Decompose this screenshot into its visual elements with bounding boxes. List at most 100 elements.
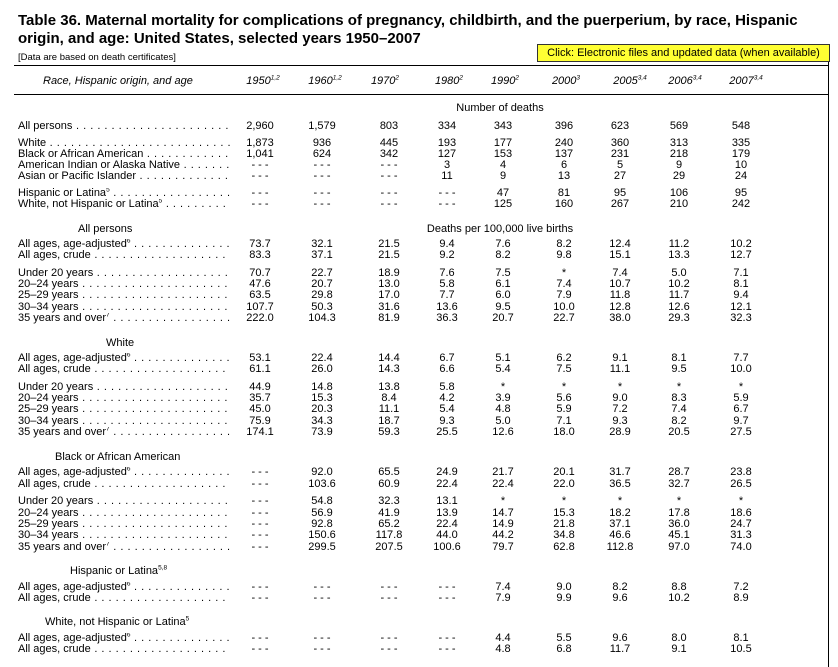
table-cell: 3 <box>443 159 451 171</box>
table-cell: 22.4 <box>436 518 458 530</box>
table-cell: 81 <box>557 187 571 199</box>
table-cell: * <box>561 267 567 279</box>
table-cell: 13.0 <box>378 278 400 290</box>
table-cell: 20.7 <box>492 312 514 324</box>
table-cell: 548 <box>731 120 751 132</box>
table-cell: 23.8 <box>730 466 752 478</box>
table-cell: 445 <box>379 137 399 149</box>
table-cell: * <box>738 495 744 507</box>
table-cell: 7.9 <box>495 592 511 604</box>
table-cell: 10.0 <box>553 301 575 313</box>
table-cell: 11.8 <box>609 289 631 301</box>
table-cell: 9.8 <box>556 249 572 261</box>
table-cell: 81.9 <box>378 312 400 324</box>
table-cell: 342 <box>379 148 399 160</box>
table-cell: 17.0 <box>378 289 400 301</box>
table-cell: 54.8 <box>311 495 333 507</box>
table-cell: 9.4 <box>733 289 749 301</box>
table-cell: 97.0 <box>668 541 690 553</box>
table-cell: * <box>676 495 682 507</box>
table-cell: 10.7 <box>609 278 631 290</box>
table-cell: 4 <box>499 159 507 171</box>
table-cell: 9.7 <box>733 415 749 427</box>
row-label: All ages, age-adjusted6 <box>18 582 230 593</box>
table-row: 20–24 years 47.6 20.7 13.0 5.8 6.1 7.4 10.7 10.2… <box>0 279 838 290</box>
table-cell: 47.6 <box>249 278 271 290</box>
table-cell: 267 <box>610 198 630 210</box>
group-white: White <box>106 337 135 349</box>
table-row: White, not Hispanic or Latina5 - - - - - -… <box>0 199 838 210</box>
row-label: 35 years and over7 <box>18 427 230 438</box>
table-cell: 20.3 <box>311 403 333 415</box>
table-cell: 12.4 <box>609 238 631 250</box>
table-cell: * <box>500 381 506 393</box>
table-cell: 37.1 <box>609 518 631 530</box>
table-cell: 11.1 <box>378 403 400 415</box>
table-cell: 9.1 <box>671 643 687 655</box>
table-cell: 44.2 <box>492 529 514 541</box>
table-cell: 15.3 <box>553 507 575 519</box>
table-cell: - - - <box>251 518 269 530</box>
table-cell: 624 <box>312 148 332 160</box>
table-cell: 45.0 <box>249 403 271 415</box>
table-cell: 22.7 <box>553 312 575 324</box>
table-cell: 22.4 <box>311 352 333 364</box>
table-cell: 104.3 <box>308 312 336 324</box>
table-cell: 9.9 <box>556 592 572 604</box>
row-label: All ages, age-adjusted6 <box>18 633 230 644</box>
table-row: Under 20 years - - - 54.8 32.3 13.1 * * * * * <box>0 496 838 507</box>
table-cell: - - - <box>251 495 269 507</box>
table-cell: 37.1 <box>311 249 333 261</box>
table-cell: 9.6 <box>612 632 628 644</box>
table-cell: 34.8 <box>553 529 575 541</box>
table-cell: - - - <box>251 187 269 199</box>
table-cell: 36.3 <box>436 312 458 324</box>
table-cell: 22.0 <box>553 478 575 490</box>
table-row: All ages, crude - - - 103.6 60.9 22.4 22.4 22.… <box>0 479 838 490</box>
table-cell: 36.0 <box>668 518 690 530</box>
table-row: 25–29 years - - - 92.8 65.2 22.4 14.9 21.8 37.1… <box>0 519 838 530</box>
table-cell: 44.9 <box>249 381 271 393</box>
col-header-1960: 19601,2 <box>308 74 342 87</box>
table-cell: - - - <box>380 159 398 171</box>
table-cell: 193 <box>437 137 457 149</box>
table-cell: 13.8 <box>378 381 400 393</box>
table-cell: 7.5 <box>556 363 572 375</box>
table-cell: 335 <box>731 137 751 149</box>
table-cell: 222.0 <box>246 312 274 324</box>
row-label: All ages, crude <box>18 593 230 604</box>
col-header-2000: 20003 <box>551 74 581 87</box>
electronic-files-link[interactable]: Click: Electronic files and updated data… <box>537 44 830 62</box>
top-rule <box>14 65 828 66</box>
table-cell: 106 <box>669 187 689 199</box>
table-cell: 13 <box>557 170 571 182</box>
col-header-1970: 19702 <box>370 74 400 87</box>
table-cell: 44.0 <box>436 529 458 541</box>
table-cell: 13.9 <box>436 507 458 519</box>
table-cell: 26.0 <box>311 363 333 375</box>
table-note: [Data are based on death certificates] <box>18 52 176 63</box>
table-cell: 27.5 <box>730 426 752 438</box>
table-cell: - - - <box>251 478 269 490</box>
table-cell: 24.9 <box>436 466 458 478</box>
table-cell: 10.2 <box>668 592 690 604</box>
table-cell: 95 <box>613 187 627 199</box>
table-row: All ages, age-adjusted6 73.7 32.1 21.5 9.4 7.… <box>0 239 838 250</box>
table-cell: 14.4 <box>378 352 400 364</box>
table-cell: 4.8 <box>495 643 511 655</box>
row-label: All ages, age-adjusted6 <box>18 239 230 250</box>
table-cell: - - - <box>251 529 269 541</box>
row-label: All ages, crude <box>18 644 230 655</box>
table-cell: - - - <box>380 592 398 604</box>
table-cell: 74.0 <box>730 541 752 553</box>
table-cell: 45.1 <box>668 529 690 541</box>
table-cell: 59.3 <box>378 426 400 438</box>
table-cell: 334 <box>437 120 457 132</box>
table-cell: 7.1 <box>733 267 749 279</box>
table-row: 30–34 years 75.9 34.3 18.7 9.3 5.0 7.1 9.3 8.2 9.… <box>0 416 838 427</box>
table-cell: 313 <box>669 137 689 149</box>
table-row: Under 20 years 44.9 14.8 13.8 5.8 * * * * * <box>0 382 838 393</box>
table-cell: 117.8 <box>375 529 403 541</box>
table-cell: 13.1 <box>436 495 458 507</box>
table-cell: 11.1 <box>609 363 631 375</box>
